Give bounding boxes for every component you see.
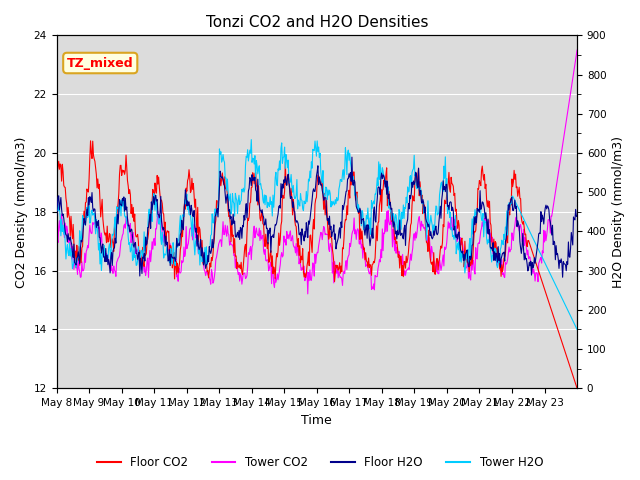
Y-axis label: CO2 Density (mmol/m3): CO2 Density (mmol/m3) <box>15 136 28 288</box>
X-axis label: Time: Time <box>301 414 332 427</box>
Text: TZ_mixed: TZ_mixed <box>67 57 134 70</box>
Title: Tonzi CO2 and H2O Densities: Tonzi CO2 and H2O Densities <box>205 15 428 30</box>
Y-axis label: H2O Density (mmol/m3): H2O Density (mmol/m3) <box>612 136 625 288</box>
Legend: Floor CO2, Tower CO2, Floor H2O, Tower H2O: Floor CO2, Tower CO2, Floor H2O, Tower H… <box>92 452 548 474</box>
